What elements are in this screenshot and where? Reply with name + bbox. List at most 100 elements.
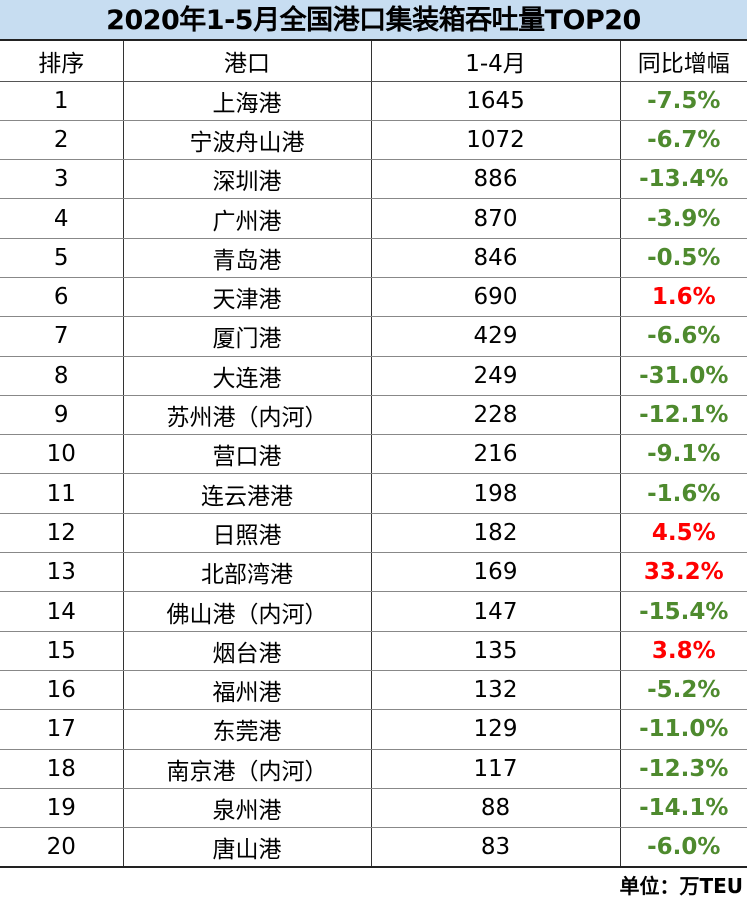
port-cell: 天津港 [122,277,372,318]
port-cell: 北部湾港 [122,552,372,593]
volume-cell: 83 [370,827,621,868]
table-row: 6 天津港 690 1.6% [0,277,747,318]
change-cell: 33.2% [619,552,747,593]
change-cell: -1.6% [619,473,747,514]
port-cell: 深圳港 [122,159,372,200]
volume-cell: 1072 [370,120,621,161]
change-cell: 4.5% [619,513,747,554]
rank-cell: 19 [0,788,124,829]
volume-cell: 182 [370,513,621,554]
rank-cell: 3 [0,159,124,200]
volume-cell: 846 [370,238,621,278]
rank-cell: 15 [0,631,124,671]
port-cell: 南京港（内河） [122,749,372,789]
table-row: 11 连云港港 198 -1.6% [0,473,747,514]
volume-cell: 88 [370,788,621,829]
rank-cell: 20 [0,827,124,868]
port-cell: 连云港港 [122,473,372,514]
volume-cell: 228 [370,395,621,436]
port-cell: 大连港 [122,356,372,396]
change-cell: -12.1% [619,395,747,436]
rank-cell: 6 [0,277,124,318]
port-cell: 宁波舟山港 [122,120,372,161]
change-cell: -13.4% [619,159,747,200]
change-cell: -6.0% [619,827,747,868]
volume-cell: 429 [370,316,621,357]
port-cell: 营口港 [122,434,372,475]
table-row: 10 营口港 216 -9.1% [0,434,747,475]
change-cell: 1.6% [619,277,747,318]
rank-cell: 9 [0,395,124,436]
table-row: 18 南京港（内河） 117 -12.3% [0,749,747,789]
header-change: 同比增幅 [619,41,747,82]
table-title: 2020年1-5月全国港口集装箱吞吐量TOP20 [0,0,747,41]
port-cell: 厦门港 [122,316,372,357]
volume-cell: 132 [370,670,621,711]
volume-cell: 216 [370,434,621,475]
change-cell: -6.7% [619,120,747,161]
table-row: 4 广州港 870 -3.9% [0,198,747,239]
table-row: 2 宁波舟山港 1072 -6.7% [0,120,747,161]
volume-cell: 198 [370,473,621,514]
change-cell: -5.2% [619,670,747,711]
rank-cell: 18 [0,749,124,789]
rank-cell: 12 [0,513,124,554]
change-cell: -0.5% [619,238,747,278]
rank-cell: 10 [0,434,124,475]
port-cell: 佛山港（内河） [122,591,372,632]
change-cell: -11.0% [619,709,747,750]
port-cell: 苏州港（内河） [122,395,372,436]
volume-cell: 870 [370,198,621,239]
change-cell: -9.1% [619,434,747,475]
port-ranking-table: 排序 港口 1-4月 同比增幅 1 上海港 1645 -7.5% 2 宁波舟山港 1072-… [0,41,747,868]
change-cell: -3.9% [619,198,747,239]
port-cell: 上海港 [122,81,372,121]
volume-cell: 147 [370,591,621,632]
volume-cell: 690 [370,277,621,318]
rank-cell: 8 [0,356,124,396]
table-row: 8 大连港 249 -31.0% [0,356,747,396]
table-row: 20 唐山港 83 -6.0% [0,827,747,868]
table-row: 16 福州港 132 -5.2% [0,670,747,711]
rank-cell: 16 [0,670,124,711]
rank-cell: 2 [0,120,124,161]
header-port: 港口 [122,41,372,82]
rank-cell: 17 [0,709,124,750]
table-row: 15 烟台港 135 3.8% [0,631,747,671]
rank-cell: 1 [0,81,124,121]
volume-cell: 249 [370,356,621,396]
table-row: 1 上海港 1645 -7.5% [0,81,747,121]
port-cell: 烟台港 [122,631,372,671]
table-row: 3 深圳港 886 -13.4% [0,159,747,200]
port-cell: 唐山港 [122,827,372,868]
volume-cell: 135 [370,631,621,671]
table-row: 19 泉州港 88 -14.1% [0,788,747,829]
header-rank: 排序 [0,41,124,82]
table-row: 9 苏州港（内河） 228 -12.1% [0,395,747,436]
rank-cell: 4 [0,198,124,239]
table-row: 12 日照港 182 4.5% [0,513,747,554]
volume-cell: 169 [370,552,621,593]
change-cell: -14.1% [619,788,747,829]
header-volume: 1-4月 [370,41,621,82]
rank-cell: 7 [0,316,124,357]
unit-note: 单位：万TEU [619,874,743,898]
change-cell: 3.8% [619,631,747,671]
port-cell: 青岛港 [122,238,372,278]
port-cell: 福州港 [122,670,372,711]
change-cell: -7.5% [619,81,747,121]
table-row: 7 厦门港 429 -6.6% [0,316,747,357]
change-cell: -15.4% [619,591,747,632]
volume-cell: 1645 [370,81,621,121]
table-row: 17 东莞港 129 -11.0% [0,709,747,750]
change-cell: -31.0% [619,356,747,396]
table-row: 13 北部湾港 169 33.2% [0,552,747,593]
rank-cell: 5 [0,238,124,278]
port-cell: 泉州港 [122,788,372,829]
header-row: 排序 港口 1-4月 同比增幅 [0,41,747,82]
change-cell: -6.6% [619,316,747,357]
port-cell: 东莞港 [122,709,372,750]
rank-cell: 13 [0,552,124,593]
rank-cell: 14 [0,591,124,632]
rank-cell: 11 [0,473,124,514]
